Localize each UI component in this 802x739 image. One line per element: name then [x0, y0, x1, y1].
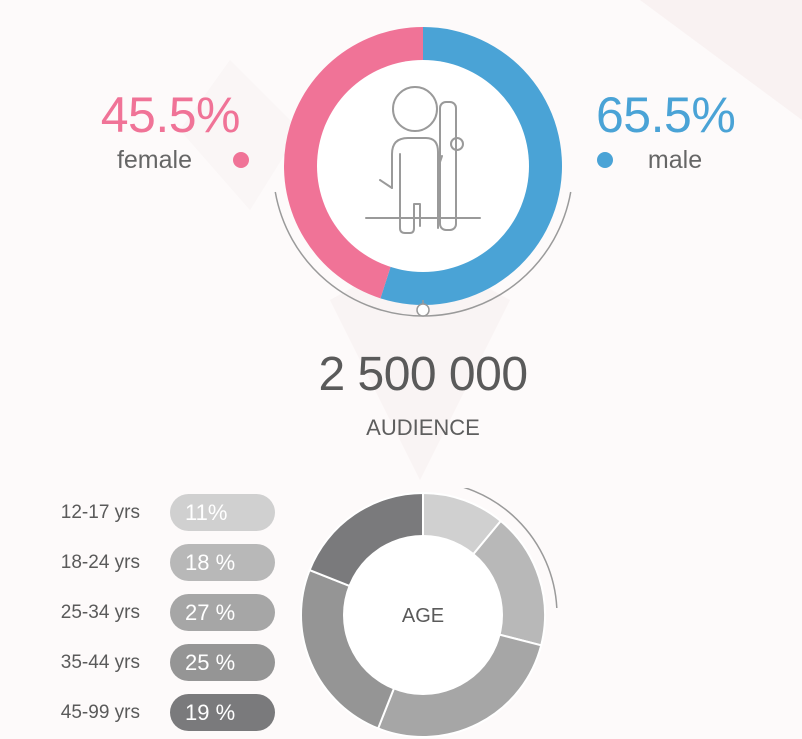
age-center-label: AGE: [402, 605, 444, 627]
age-percent-pill: 18 %: [170, 544, 275, 581]
age-donut-hole: [343, 535, 503, 695]
male-legend-dot: [597, 152, 613, 168]
age-range-label: 25-34 yrs: [60, 602, 140, 623]
age-donut-chart: AGE: [300, 488, 558, 738]
age-range-label: 12-17 yrs: [60, 502, 140, 523]
audience-label: AUDIENCE: [366, 415, 480, 440]
age-outer-arc: [463, 488, 558, 609]
age-list-item: 25-34 yrs 27 %: [0, 593, 300, 633]
female-percent: 45.5%: [100, 87, 241, 143]
audience-value: 2 500 000: [318, 348, 528, 401]
age-percent-pill: 27 %: [170, 594, 275, 631]
gender-donut-chart: [274, 26, 572, 317]
age-list-item: 35-44 yrs 25 %: [0, 643, 300, 683]
age-percent-pill: 19 %: [170, 694, 275, 731]
gender-connector-node: [416, 303, 430, 317]
age-percent-pill: 25 %: [170, 644, 275, 681]
age-list-item: 18-24 yrs 18 %: [0, 543, 300, 583]
skier-person-icon: [365, 86, 481, 234]
female-label: female: [116, 146, 192, 174]
age-range-label: 18-24 yrs: [60, 552, 140, 573]
gender-donut-hole: [317, 60, 529, 272]
age-range-label: 45-99 yrs: [60, 702, 140, 723]
male-percent: 65.5%: [596, 87, 736, 143]
age-range-label: 35-44 yrs: [60, 652, 140, 673]
age-list-item: 45-99 yrs 19 %: [0, 693, 300, 733]
female-legend-dot: [233, 152, 249, 168]
male-label: male: [647, 146, 703, 174]
age-percent-pill: 11%: [170, 494, 275, 531]
age-list-item: 12-17 yrs 11%: [0, 493, 300, 533]
